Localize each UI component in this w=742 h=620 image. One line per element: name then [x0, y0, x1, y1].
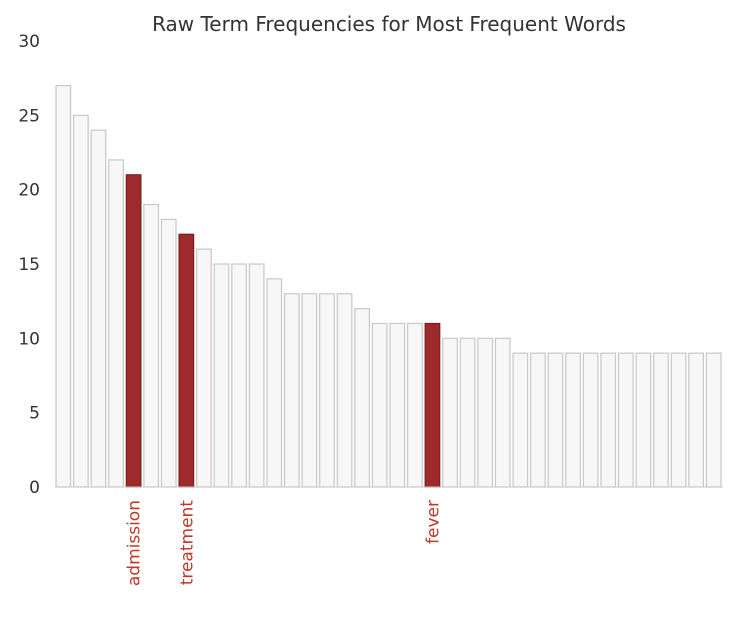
bar: [582, 352, 599, 488]
bar: [512, 352, 529, 488]
bar: [55, 84, 72, 488]
x-tick-label-fever: fever: [423, 500, 443, 544]
y-tick-label: 30: [18, 32, 40, 52]
bar: [354, 308, 371, 488]
bar: [617, 352, 634, 488]
y-tick-label: 15: [18, 255, 40, 275]
y-axis: 0 5 10 15 20 25 30: [18, 32, 40, 498]
bar: [371, 322, 388, 488]
bar: [196, 248, 212, 488]
x-axis-labels: admission treatment fever: [125, 500, 444, 586]
bar: [143, 203, 160, 488]
bar: [319, 293, 335, 488]
x-tick-label-treatment: treatment: [177, 500, 197, 586]
y-tick-label: 5: [29, 404, 40, 424]
bar: [705, 352, 722, 488]
y-tick-label: 10: [18, 329, 40, 349]
bar: [477, 337, 494, 488]
bar-treatment: [178, 233, 195, 488]
chart-title: Raw Term Frequencies for Most Frequent W…: [152, 12, 626, 36]
bar: [108, 159, 124, 488]
bar: [670, 352, 687, 488]
bar: [248, 263, 265, 488]
bar: [494, 337, 511, 488]
bar: [459, 337, 476, 488]
bar: [90, 129, 107, 488]
bar: [688, 352, 705, 488]
bar: [547, 352, 564, 488]
bar: [653, 352, 669, 488]
bar: [530, 352, 546, 488]
bar-fever: [424, 322, 441, 488]
bar: [336, 293, 353, 488]
bar: [565, 352, 581, 488]
bar: [301, 293, 318, 488]
bar: [635, 352, 652, 488]
y-tick-label: 25: [18, 106, 40, 126]
bar: [406, 322, 423, 488]
bar: [231, 263, 247, 488]
bar-admission: [125, 174, 142, 488]
bar: [72, 114, 89, 488]
bar: [266, 278, 283, 488]
y-tick-label: 0: [29, 478, 40, 498]
bar: [283, 293, 300, 488]
bar: [389, 322, 406, 488]
x-tick-label-admission: admission: [125, 500, 145, 586]
bar: [213, 263, 230, 488]
y-tick-label: 20: [18, 181, 40, 201]
bar: [160, 218, 177, 488]
bar: [600, 352, 617, 488]
bar-group: [55, 84, 722, 488]
bar: [442, 337, 458, 488]
